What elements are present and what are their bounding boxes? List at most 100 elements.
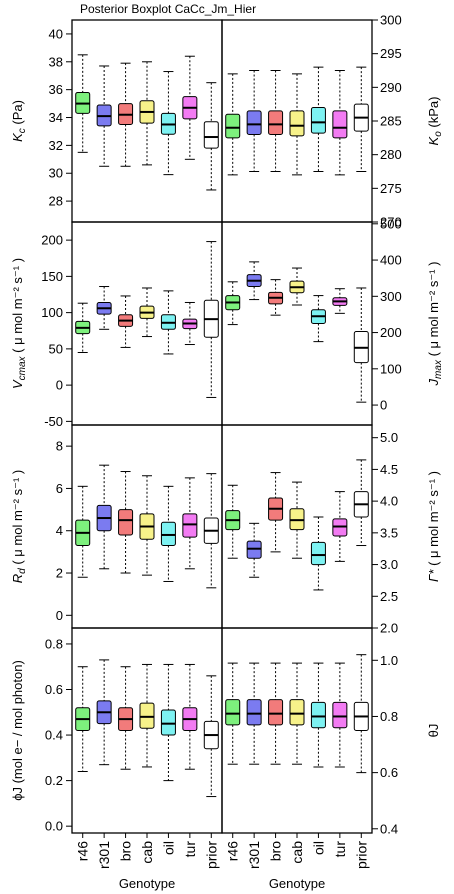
box-oil (160, 485, 176, 582)
box-r46 (225, 281, 241, 326)
box-iqr (289, 699, 305, 726)
box-bro (118, 471, 134, 574)
y-axis-title-unit: (kPa) (426, 97, 441, 132)
x-tick-label-tur-left: tur (182, 841, 198, 858)
y-axis-title-unit: ( μ mol m⁻² s⁻¹ ) (10, 470, 25, 568)
box-prior (203, 241, 219, 398)
y-tick-label: 2.5 (380, 589, 398, 604)
x-tick-label-cab-left: cab (139, 841, 155, 864)
panel-thetaJ: 0.4 0.6 0.8 1.0 θJ (221, 627, 441, 836)
y-axis-title-sub: d (17, 568, 28, 574)
y-axis-ticks: 28 30 32 34 36 38 40 (49, 26, 72, 209)
x-tick-label-cab-right: cab (289, 841, 305, 864)
box-bro (268, 662, 284, 765)
box-bro (118, 666, 134, 770)
boxes (75, 54, 219, 191)
figure-title: Posterior Boxplot CaCc_Jm_Hier (80, 2, 256, 16)
y-tick-label: 0 (380, 398, 387, 413)
panel-Rd: 0 2 4 6 8 Rd ( μ mol m⁻² s⁻¹ ) (10, 424, 223, 629)
box-iqr (139, 702, 155, 729)
box-prior (353, 66, 369, 172)
y-tick-label: 36 (49, 82, 63, 97)
x-axis-title-left: Genotype (119, 876, 175, 891)
panel-Gamma: 2.0 2.5 3.0 3.5 4.0 4.5 5.0 Γ* ( μ mol m⁻² s⁻¹ … (221, 424, 441, 636)
y-axis-title-sub: o (433, 131, 444, 137)
y-tick-label: 2.0 (380, 621, 398, 636)
y-tick-label: 200 (41, 233, 63, 248)
y-tick-label: 2 (56, 566, 63, 581)
boxes (75, 464, 219, 589)
box-iqr (182, 513, 198, 538)
boxes (75, 659, 219, 798)
y-axis-title-Kc: Kc (Pa) (10, 100, 28, 142)
panel-Jmax: 0 100 200 300 400 500 Jmax ( μ mol m⁻² s⁻¹ ) (221, 216, 444, 426)
box-iqr (225, 699, 241, 726)
box-prior (353, 654, 369, 774)
box-iqr (246, 110, 262, 135)
y-tick-label: 1.0 (380, 653, 398, 668)
y-axis-title-main: K (10, 132, 25, 142)
box-bro (268, 279, 284, 316)
y-axis-title-phiJ: ϕJ (mol e− / mol photon) (10, 660, 25, 801)
y-tick-label: 0.6 (380, 765, 398, 780)
box-iqr (332, 701, 348, 729)
y-tick-label: 0 (56, 378, 63, 393)
box-tur (332, 70, 348, 176)
x-axis-labels: r46 r301 bro cab oil tur prior r46 r301 bro cab oil… (75, 833, 369, 869)
y-tick-label: 0.8 (45, 636, 63, 651)
box-oil (310, 662, 326, 768)
box-cab (289, 481, 305, 559)
box-tur (332, 491, 348, 562)
y-tick-label: 290 (380, 80, 402, 95)
box-iqr (225, 113, 241, 139)
x-tick-label-bro-right: bro (268, 841, 284, 861)
y-axis-ticks: -50 0 50 100 150 200 (41, 233, 72, 429)
y-axis-title-unit: ( μ mol m⁻² s⁻¹ ) (426, 262, 441, 360)
y-tick-label: -50 (44, 414, 63, 429)
box-r46 (75, 666, 91, 772)
y-tick-label: 150 (41, 269, 63, 284)
y-axis-title-thetaJ: θJ (426, 724, 441, 738)
y-axis-title-sub: c (17, 128, 28, 133)
panel-Vcmax: -50 0 50 100 150 200 Vcmax ( μ mol m⁻² s⁻¹ ) (10, 221, 223, 429)
x-tick-label-tur-right: tur (332, 841, 348, 858)
y-tick-label: 0.6 (45, 682, 63, 697)
box-bro (268, 472, 284, 553)
y-tick-label: 200 (380, 325, 402, 340)
x-axis-title-right: Genotype (269, 876, 325, 891)
x-tick-label-r301-left: r301 (96, 841, 112, 869)
box-cab (139, 61, 155, 166)
box-prior (203, 82, 219, 191)
box-cab (139, 663, 155, 768)
y-axis-title-main: J (426, 378, 441, 386)
box-r301 (246, 261, 262, 301)
box-iqr (310, 107, 326, 134)
box-tur (182, 55, 198, 160)
y-tick-label: 400 (380, 253, 402, 268)
y-axis-title-unit: ( μ mol m⁻² s⁻¹ ) (426, 471, 441, 569)
box-r46 (225, 484, 241, 559)
box-oil (160, 290, 176, 355)
box-bro (118, 295, 134, 348)
box-r301 (246, 662, 262, 765)
box-oil (160, 71, 176, 176)
box-iqr (310, 541, 326, 566)
box-r46 (225, 73, 241, 176)
boxes (225, 459, 369, 591)
y-tick-label: 295 (380, 46, 402, 61)
boxes (225, 66, 369, 176)
box-iqr (118, 509, 134, 536)
y-axis-title-unit: (Pa) (10, 100, 25, 128)
box-prior (203, 473, 219, 589)
y-axis-title-Jmax: Jmax ( μ mol m⁻² s⁻¹ ) (426, 262, 444, 387)
y-tick-label: 30 (49, 166, 63, 181)
box-iqr (268, 699, 284, 726)
box-r301 (96, 286, 112, 330)
boxes (75, 241, 219, 398)
y-tick-label: 6 (56, 481, 63, 496)
x-tick-label-prior-right: prior (353, 841, 369, 869)
y-axis-title-Vcmax: Vcmax ( μ mol m⁻² s⁻¹ ) (10, 258, 28, 389)
y-axis-title-sub: max (433, 359, 444, 379)
